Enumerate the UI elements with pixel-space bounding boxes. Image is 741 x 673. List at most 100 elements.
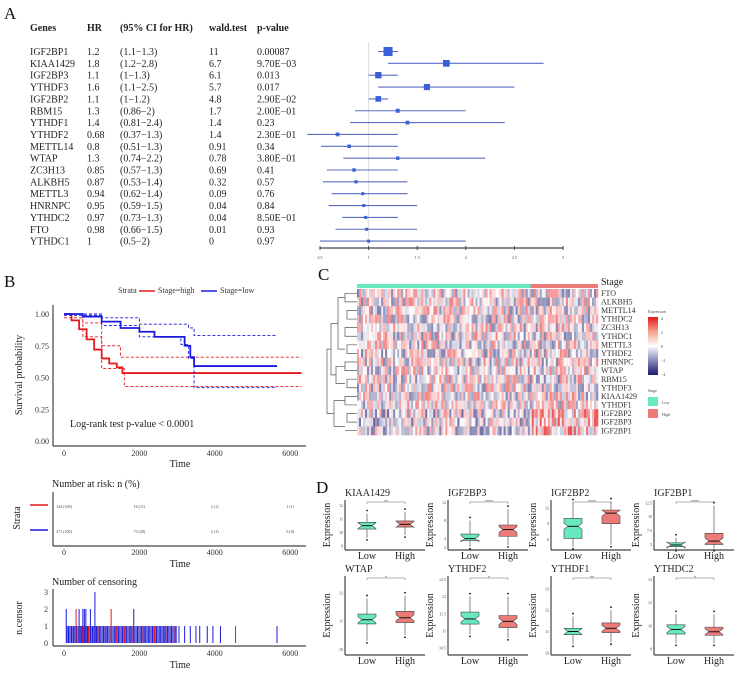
heatmap-cell: [495, 400, 498, 410]
heatmap-cell: [509, 323, 512, 333]
heatmap-cell: [471, 383, 474, 393]
heatmap-cell: [407, 289, 410, 298]
heatmap-cell: [435, 306, 438, 316]
heatmap-cell: [363, 366, 366, 376]
heatmap-cell: [519, 392, 522, 401]
table-cell: WTAP: [30, 154, 58, 165]
heatmap-cell: [489, 297, 492, 307]
heatmap-cell: [377, 417, 380, 427]
heatmap-cell: [559, 383, 563, 393]
heatmap-cell: [403, 357, 406, 367]
heatmap-cell: [465, 383, 468, 393]
heatmap-cell: [383, 426, 386, 436]
heatmap-cell: [371, 306, 374, 316]
heatmap-cell: [441, 366, 444, 376]
heatmap-cell: [545, 357, 549, 367]
heatmap-cell: [593, 323, 597, 333]
heatmap-cell: [535, 400, 539, 410]
heatmap-cell: [549, 306, 553, 316]
heatmap-cell: [445, 349, 448, 359]
heatmap-cell: [571, 331, 575, 341]
heatmap-cell: [389, 409, 392, 419]
heatmap-cell: [465, 400, 468, 410]
y-tick-label: 10.5: [439, 646, 446, 651]
heatmap-cell: [405, 417, 408, 427]
heatmap-cell: [419, 366, 422, 376]
heatmap-cell: [367, 349, 370, 359]
heatmap-cell: [543, 323, 547, 333]
heatmap-cell: [465, 366, 468, 376]
heatmap-cell: [565, 289, 569, 298]
heatmap-cell: [421, 331, 424, 341]
heatmap-cell: [407, 426, 410, 436]
heatmap-cell: [421, 323, 424, 333]
heatmap-cell: [395, 357, 398, 367]
heatmap-cell: [493, 392, 496, 401]
heatmap-cell: [435, 289, 438, 298]
heatmap-cell: [491, 417, 494, 427]
outlier-point: [404, 636, 406, 639]
heatmap-cell: [375, 297, 378, 307]
table-cell: 0.85: [87, 166, 105, 177]
heatmap-cell: [511, 426, 514, 436]
heatmap-cell: [553, 426, 557, 436]
heatmap-cell: [369, 289, 372, 298]
outlier-point: [404, 591, 406, 594]
heatmap-cell: [537, 357, 541, 367]
heatmap-cell: [547, 417, 551, 427]
y-tick-label: 11.5: [439, 611, 446, 616]
heatmap-cell: [453, 400, 456, 410]
heatmap-cell: [587, 331, 591, 341]
heatmap-cell: [457, 306, 460, 316]
heatmap-cell: [561, 392, 565, 401]
heatmap-cell: [569, 357, 573, 367]
heatmap-cell: [481, 366, 484, 376]
heatmap-cell: [455, 366, 458, 376]
heatmap-cell: [593, 400, 597, 410]
heatmap-cell: [405, 349, 408, 359]
heatmap-cell: [377, 314, 380, 324]
heatmap-cell: [591, 417, 595, 427]
table-cell: KIAA1429: [30, 59, 75, 70]
heatmap-cell: [375, 314, 378, 324]
box: [357, 613, 377, 625]
heatmap-cell: [517, 426, 520, 436]
heatmap-cell: [455, 314, 458, 324]
y-tick-label: 11: [442, 628, 446, 633]
panel-a-forest-table: Genes HR (95% CI for HR) wald.test p-valueIG…: [30, 23, 564, 260]
heatmap-cell: [535, 331, 539, 341]
heatmap-cell: [383, 357, 386, 367]
heatmap-cell: [367, 323, 370, 333]
heatmap-cell: [573, 426, 577, 436]
heatmap-cell: [451, 366, 454, 376]
box: [601, 622, 621, 633]
heatmap-cell: [563, 289, 567, 298]
heatmap-cell: [509, 357, 512, 367]
heatmap-cell: [455, 289, 458, 298]
heatmap-cell: [569, 331, 573, 341]
table-cell: ZC3H13: [30, 166, 65, 177]
heatmap-cell: [461, 383, 464, 393]
heatmap-cell: [549, 366, 553, 376]
heatmap-cell: [521, 383, 524, 393]
heatmap-cell: [471, 357, 474, 367]
heatmap-cell: [397, 323, 400, 333]
x-tick-label: Low: [358, 656, 377, 667]
heatmap-cell: [549, 417, 553, 427]
heatmap-cell: [575, 331, 579, 341]
heatmap-cell: [549, 392, 553, 401]
heatmap-cell: [373, 357, 376, 367]
x-tick-label: 2000: [131, 649, 147, 658]
heatmap-cell: [391, 400, 394, 410]
heatmap-cell: [575, 314, 579, 324]
x-axis-label: Time: [170, 660, 191, 671]
heatmap-cell: [499, 323, 502, 333]
heatmap-cell: [461, 306, 464, 316]
heatmap-cell: [475, 314, 478, 324]
heatmap-cell: [563, 409, 567, 419]
heatmap-cell: [559, 289, 563, 298]
heatmap-cell: [369, 417, 372, 427]
heatmap-cell: [445, 306, 448, 316]
heatmap-cell: [421, 409, 424, 419]
heatmap-cell: [529, 331, 533, 341]
